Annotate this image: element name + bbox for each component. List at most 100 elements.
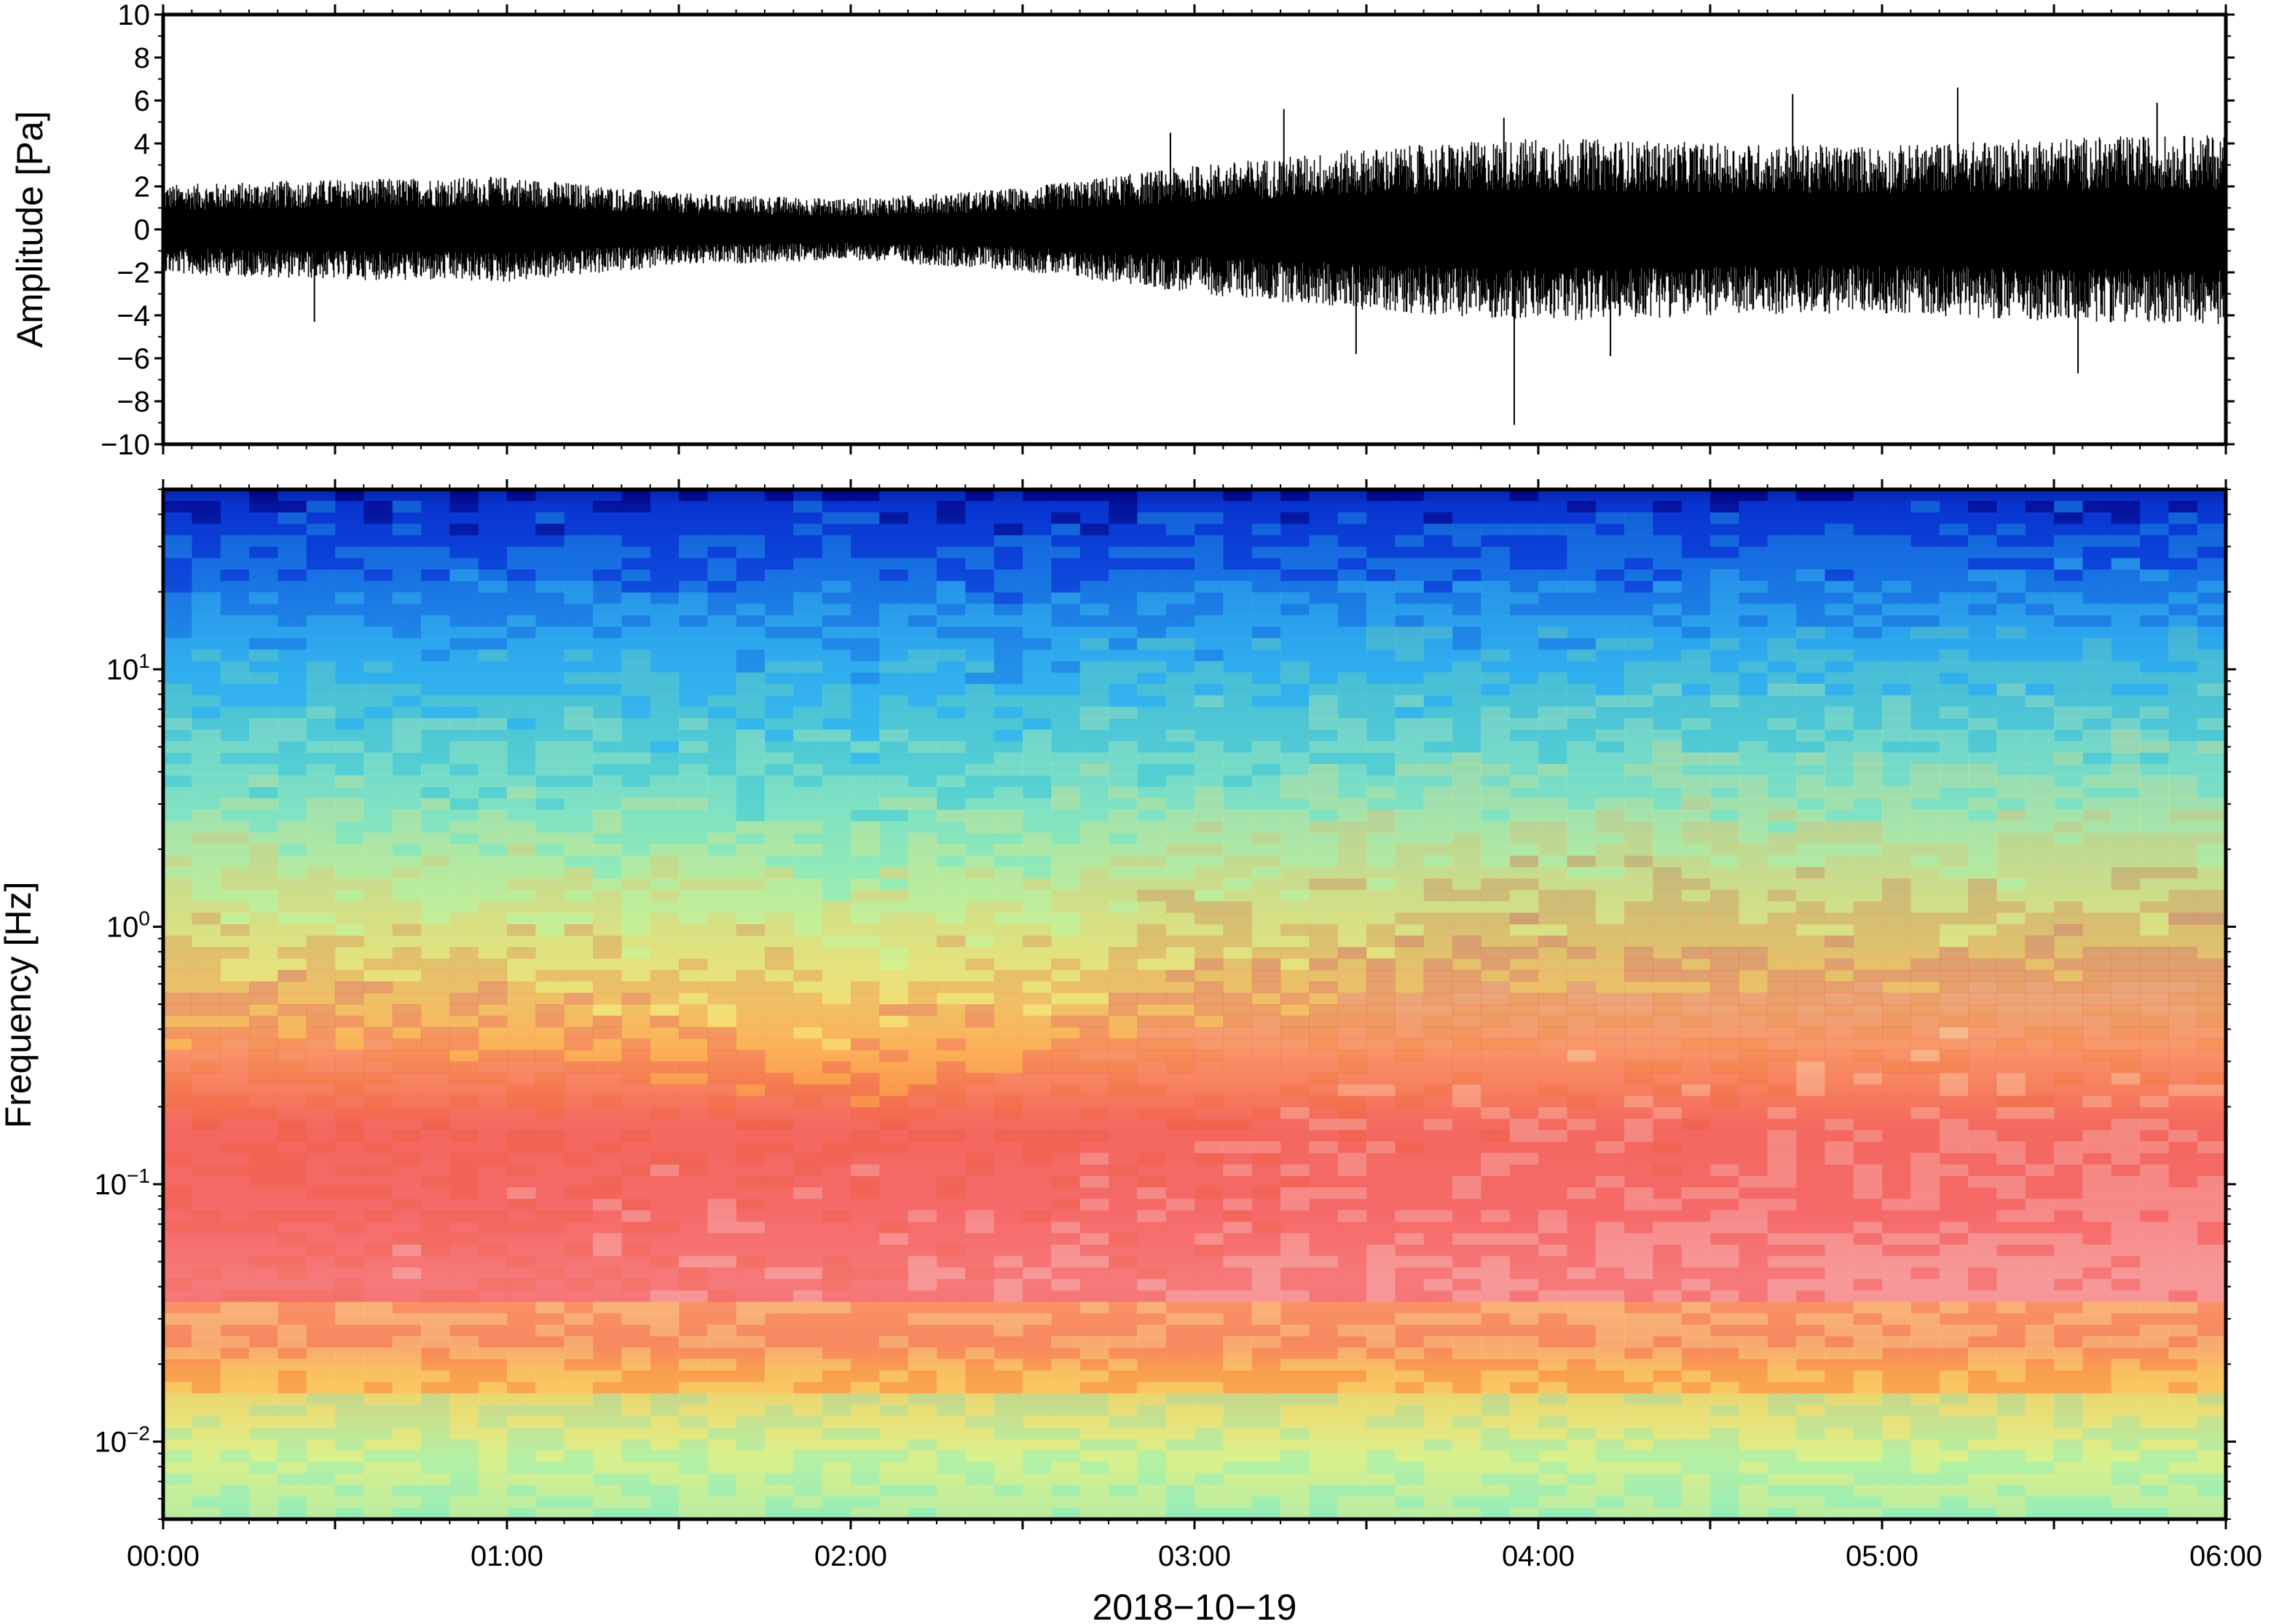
spectrogram-cell bbox=[1051, 1164, 1081, 1177]
spectrogram-cell bbox=[1567, 1496, 1597, 1508]
spectrogram-cell bbox=[621, 615, 651, 628]
spectrogram-cell bbox=[993, 1015, 1023, 1028]
spectrogram-cell bbox=[593, 580, 622, 593]
spectrogram-cell bbox=[736, 901, 765, 913]
spectrogram-cell bbox=[621, 878, 651, 891]
spectrogram-cell bbox=[1223, 947, 1253, 959]
spectrogram-cell bbox=[1395, 821, 1425, 833]
spectrogram-cell bbox=[1165, 993, 1195, 1005]
spectrogram-cell bbox=[1366, 1233, 1396, 1245]
spectrogram-cell bbox=[478, 958, 508, 971]
spectrogram-cell bbox=[1023, 993, 1052, 1005]
spectrogram-cell bbox=[1423, 1084, 1453, 1097]
spectrogram-cell bbox=[879, 809, 909, 822]
spectrogram-cell bbox=[507, 1233, 536, 1245]
spectrogram-cell bbox=[679, 695, 708, 708]
spectrogram-cell bbox=[1251, 500, 1281, 513]
spectrogram-cell bbox=[220, 500, 250, 513]
spectrogram-cell bbox=[1366, 1324, 1396, 1337]
spectrogram-cell bbox=[1079, 1107, 1109, 1119]
spectrogram-cell bbox=[965, 912, 995, 925]
spectrogram-cell bbox=[908, 889, 937, 902]
spectrogram-cell bbox=[650, 684, 680, 696]
spectrogram-cell bbox=[1194, 592, 1224, 604]
spectrogram-cell bbox=[1051, 1119, 1081, 1131]
spectrogram-cell bbox=[1023, 661, 1052, 673]
spectrogram-cell bbox=[478, 1221, 508, 1234]
spectrogram-cell bbox=[163, 798, 192, 811]
spectrogram-cell bbox=[1624, 958, 1653, 971]
spectrogram-cell bbox=[478, 1404, 508, 1417]
spectrogram-cell bbox=[621, 912, 651, 925]
spectrogram-cell bbox=[1481, 489, 1511, 502]
spectrogram-cell bbox=[249, 1290, 278, 1303]
spectrogram-cell bbox=[851, 512, 880, 524]
spectrogram-cell bbox=[1567, 1153, 1597, 1165]
spectrogram-cell bbox=[421, 1370, 450, 1383]
spectrogram-cell bbox=[1509, 1404, 1539, 1417]
spectrogram-cell bbox=[650, 1164, 680, 1177]
spectrogram-cell bbox=[965, 1359, 995, 1371]
spectrogram-cell bbox=[1509, 787, 1539, 799]
spectrogram-cell bbox=[993, 592, 1023, 604]
spectrogram-cell bbox=[1023, 524, 1052, 536]
spectrogram-cell bbox=[1280, 1119, 1310, 1131]
spectrogram-cell bbox=[306, 912, 336, 925]
spectrogram-cell bbox=[1023, 775, 1052, 788]
spectrogram-cell bbox=[908, 1233, 937, 1245]
spectrogram-cell bbox=[1280, 1073, 1310, 1085]
spectrogram-cell bbox=[879, 512, 909, 524]
spectrogram-cell bbox=[707, 604, 737, 616]
spectrogram-cell bbox=[421, 1484, 450, 1497]
spectrogram-cell bbox=[1509, 1439, 1539, 1451]
spectrogram-cell bbox=[993, 1095, 1023, 1108]
spectrogram-cell bbox=[1452, 947, 1481, 959]
spectrogram-cell bbox=[1624, 752, 1653, 765]
spectrogram-cell bbox=[593, 1095, 622, 1108]
spectrogram-cell bbox=[1109, 661, 1138, 673]
spectrogram-cell bbox=[1653, 615, 1682, 628]
spectrogram-cell bbox=[1423, 1038, 1453, 1051]
spectrogram-cell bbox=[478, 1073, 508, 1085]
spectrogram-cell bbox=[1452, 580, 1481, 593]
spectrogram-cell bbox=[1624, 787, 1653, 799]
spectrogram-cell bbox=[1653, 924, 1682, 937]
spectrogram-cell bbox=[707, 1496, 737, 1508]
spectrogram-cell bbox=[1481, 1484, 1511, 1497]
spectrogram-cell bbox=[1165, 798, 1195, 811]
spectrogram-cell bbox=[1538, 832, 1567, 845]
spectrogram-cell bbox=[449, 1107, 479, 1119]
spectrogram-cell bbox=[507, 1153, 536, 1165]
spectrogram-cell bbox=[335, 844, 364, 856]
spectrogram-cell bbox=[535, 844, 565, 856]
spectrogram-cell bbox=[335, 1164, 364, 1177]
spectrogram-cell bbox=[707, 1233, 737, 1245]
spectrogram-cell bbox=[908, 1244, 937, 1257]
spectrogram-cell bbox=[965, 1496, 995, 1508]
spectrogram-cell bbox=[220, 1324, 250, 1337]
spectrogram-cell bbox=[1481, 1084, 1511, 1097]
spectrogram-cell bbox=[249, 1130, 278, 1143]
spectrogram-cell bbox=[1595, 604, 1625, 616]
spectrogram-cell bbox=[421, 569, 450, 582]
spectrogram-cell bbox=[908, 1187, 937, 1199]
spectrogram-cell bbox=[1109, 993, 1138, 1005]
spectrogram-cell bbox=[421, 1210, 450, 1223]
spectrogram-cell bbox=[1653, 569, 1682, 582]
spectrogram-cell bbox=[1309, 752, 1339, 765]
spectrogram-cell bbox=[1481, 1279, 1511, 1291]
spectrogram-cell bbox=[535, 741, 565, 753]
spectrogram-cell bbox=[1023, 1073, 1052, 1085]
spectrogram-cell bbox=[1538, 512, 1567, 524]
spectrogram-cell bbox=[1624, 718, 1653, 730]
spectrogram-cell bbox=[593, 775, 622, 788]
spectrogram-cell bbox=[392, 855, 422, 868]
spectrogram-cell bbox=[478, 1107, 508, 1119]
spectrogram-cell bbox=[363, 1496, 393, 1508]
spectrogram-cell bbox=[822, 924, 851, 937]
spectrogram-cell bbox=[478, 878, 508, 891]
spectrogram-cell bbox=[822, 901, 851, 913]
spectrogram-cell bbox=[993, 1153, 1023, 1165]
spectrogram-cell bbox=[1280, 661, 1310, 673]
spectrogram-cell bbox=[621, 1462, 651, 1474]
